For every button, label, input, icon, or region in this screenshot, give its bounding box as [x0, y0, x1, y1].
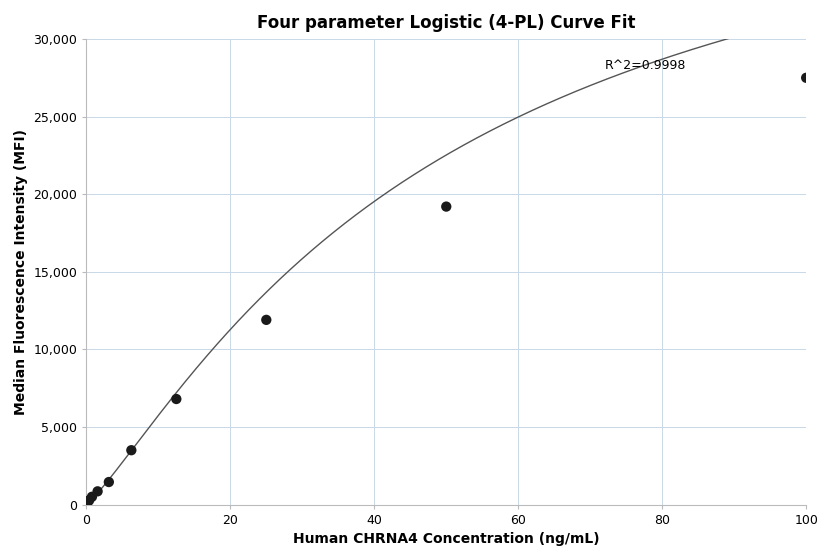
Point [81, 498, 94, 507]
Point [170, 395, 183, 404]
Point [125, 446, 138, 455]
Point [91, 487, 104, 496]
X-axis label: Human CHRNA4 Concentration (ng/mL): Human CHRNA4 Concentration (ng/mL) [293, 532, 600, 546]
Point [260, 315, 273, 324]
Point [102, 478, 116, 487]
Point [82, 496, 96, 505]
Point [86, 492, 99, 501]
Point [81, 497, 94, 506]
Point [800, 73, 813, 82]
Y-axis label: Median Fluorescence Intensity (MFI): Median Fluorescence Intensity (MFI) [14, 129, 28, 415]
Title: Four parameter Logistic (4-PL) Curve Fit: Four parameter Logistic (4-PL) Curve Fit [257, 14, 636, 32]
Text: R^2=0.9998: R^2=0.9998 [605, 59, 686, 72]
Point [439, 202, 453, 211]
